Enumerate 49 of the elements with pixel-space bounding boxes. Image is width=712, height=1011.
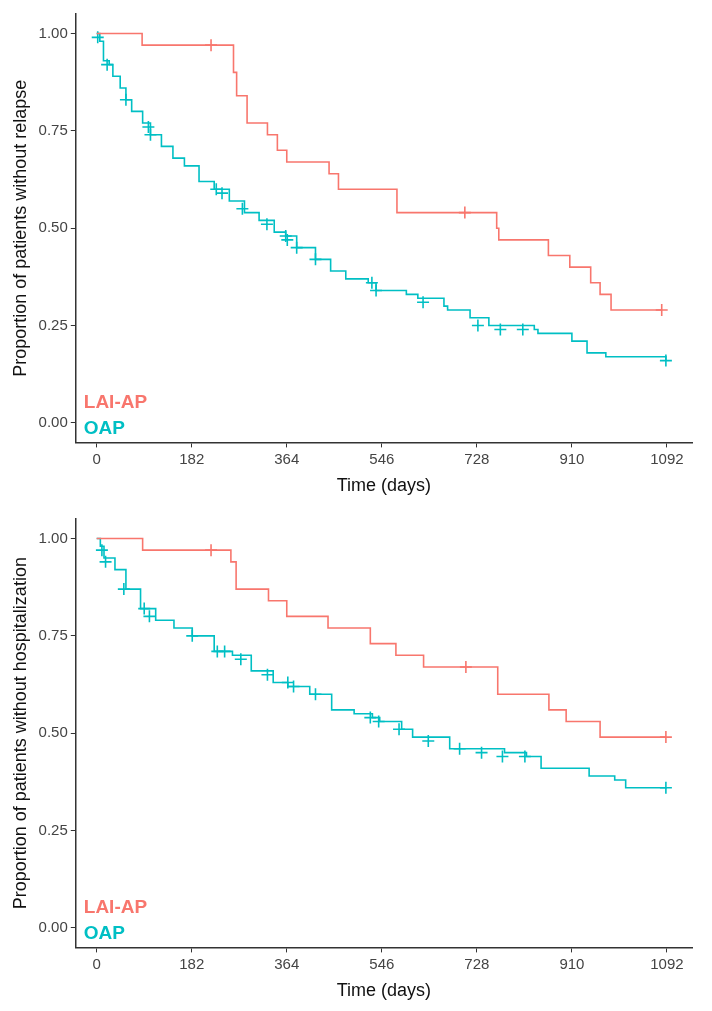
y-tick-label: 0.00 — [38, 918, 68, 936]
y-tick-label: 0.00 — [38, 413, 68, 431]
text: LAI-AP — [83, 390, 148, 412]
y-axis-title: Proportion of patients without relapse — [9, 79, 30, 377]
x-tick-label: 728 — [464, 449, 490, 467]
x-tick-label: 1092 — [650, 449, 684, 467]
y-tick-label: 1.00 — [38, 23, 68, 41]
y-axis-title: Proportion of patients without hospitalization — [9, 557, 30, 910]
point — [260, 217, 274, 232]
x-tick-label: 182 — [179, 449, 205, 467]
x-axis-title: Time (days) — [336, 475, 432, 496]
point — [90, 30, 105, 45]
point — [98, 555, 113, 569]
x-tick-label: 910 — [559, 449, 585, 467]
point — [95, 543, 109, 557]
y-tick-label: 0.75 — [38, 120, 68, 138]
y-tick-label: 0.50 — [38, 218, 68, 236]
text: OAP — [83, 416, 126, 438]
y-tick-label: 1.00 — [38, 528, 68, 546]
point — [493, 322, 508, 337]
point — [234, 652, 248, 666]
x-tick-label: 546 — [369, 954, 395, 972]
y-tick-label: 0.75 — [38, 625, 68, 643]
x-tick-label: 182 — [179, 954, 205, 972]
text: OAP — [83, 921, 126, 943]
y-tick-label: 0.25 — [38, 820, 68, 838]
y-tick-label: 0.50 — [38, 723, 68, 741]
text: LAI-AP — [83, 895, 148, 917]
point — [471, 318, 485, 333]
point — [280, 233, 295, 247]
point — [421, 734, 436, 748]
point — [416, 295, 430, 309]
point — [260, 667, 275, 682]
y-tick-label: 0.25 — [38, 315, 68, 333]
x-tick-label: 1092 — [650, 954, 684, 972]
point — [495, 749, 510, 764]
x-tick-label: 0 — [92, 954, 101, 972]
point — [659, 353, 673, 368]
x-tick-label: 546 — [369, 449, 395, 467]
point — [235, 201, 250, 216]
point — [516, 322, 530, 337]
point — [474, 745, 489, 760]
x-tick-label: 0 — [92, 449, 101, 467]
x-tick-label: 364 — [274, 954, 300, 972]
x-tick-label: 728 — [464, 954, 490, 972]
x-tick-label: 910 — [559, 954, 585, 972]
x-axis-title: Time (days) — [336, 980, 432, 1001]
x-tick-label: 364 — [274, 449, 300, 467]
point — [141, 120, 156, 134]
